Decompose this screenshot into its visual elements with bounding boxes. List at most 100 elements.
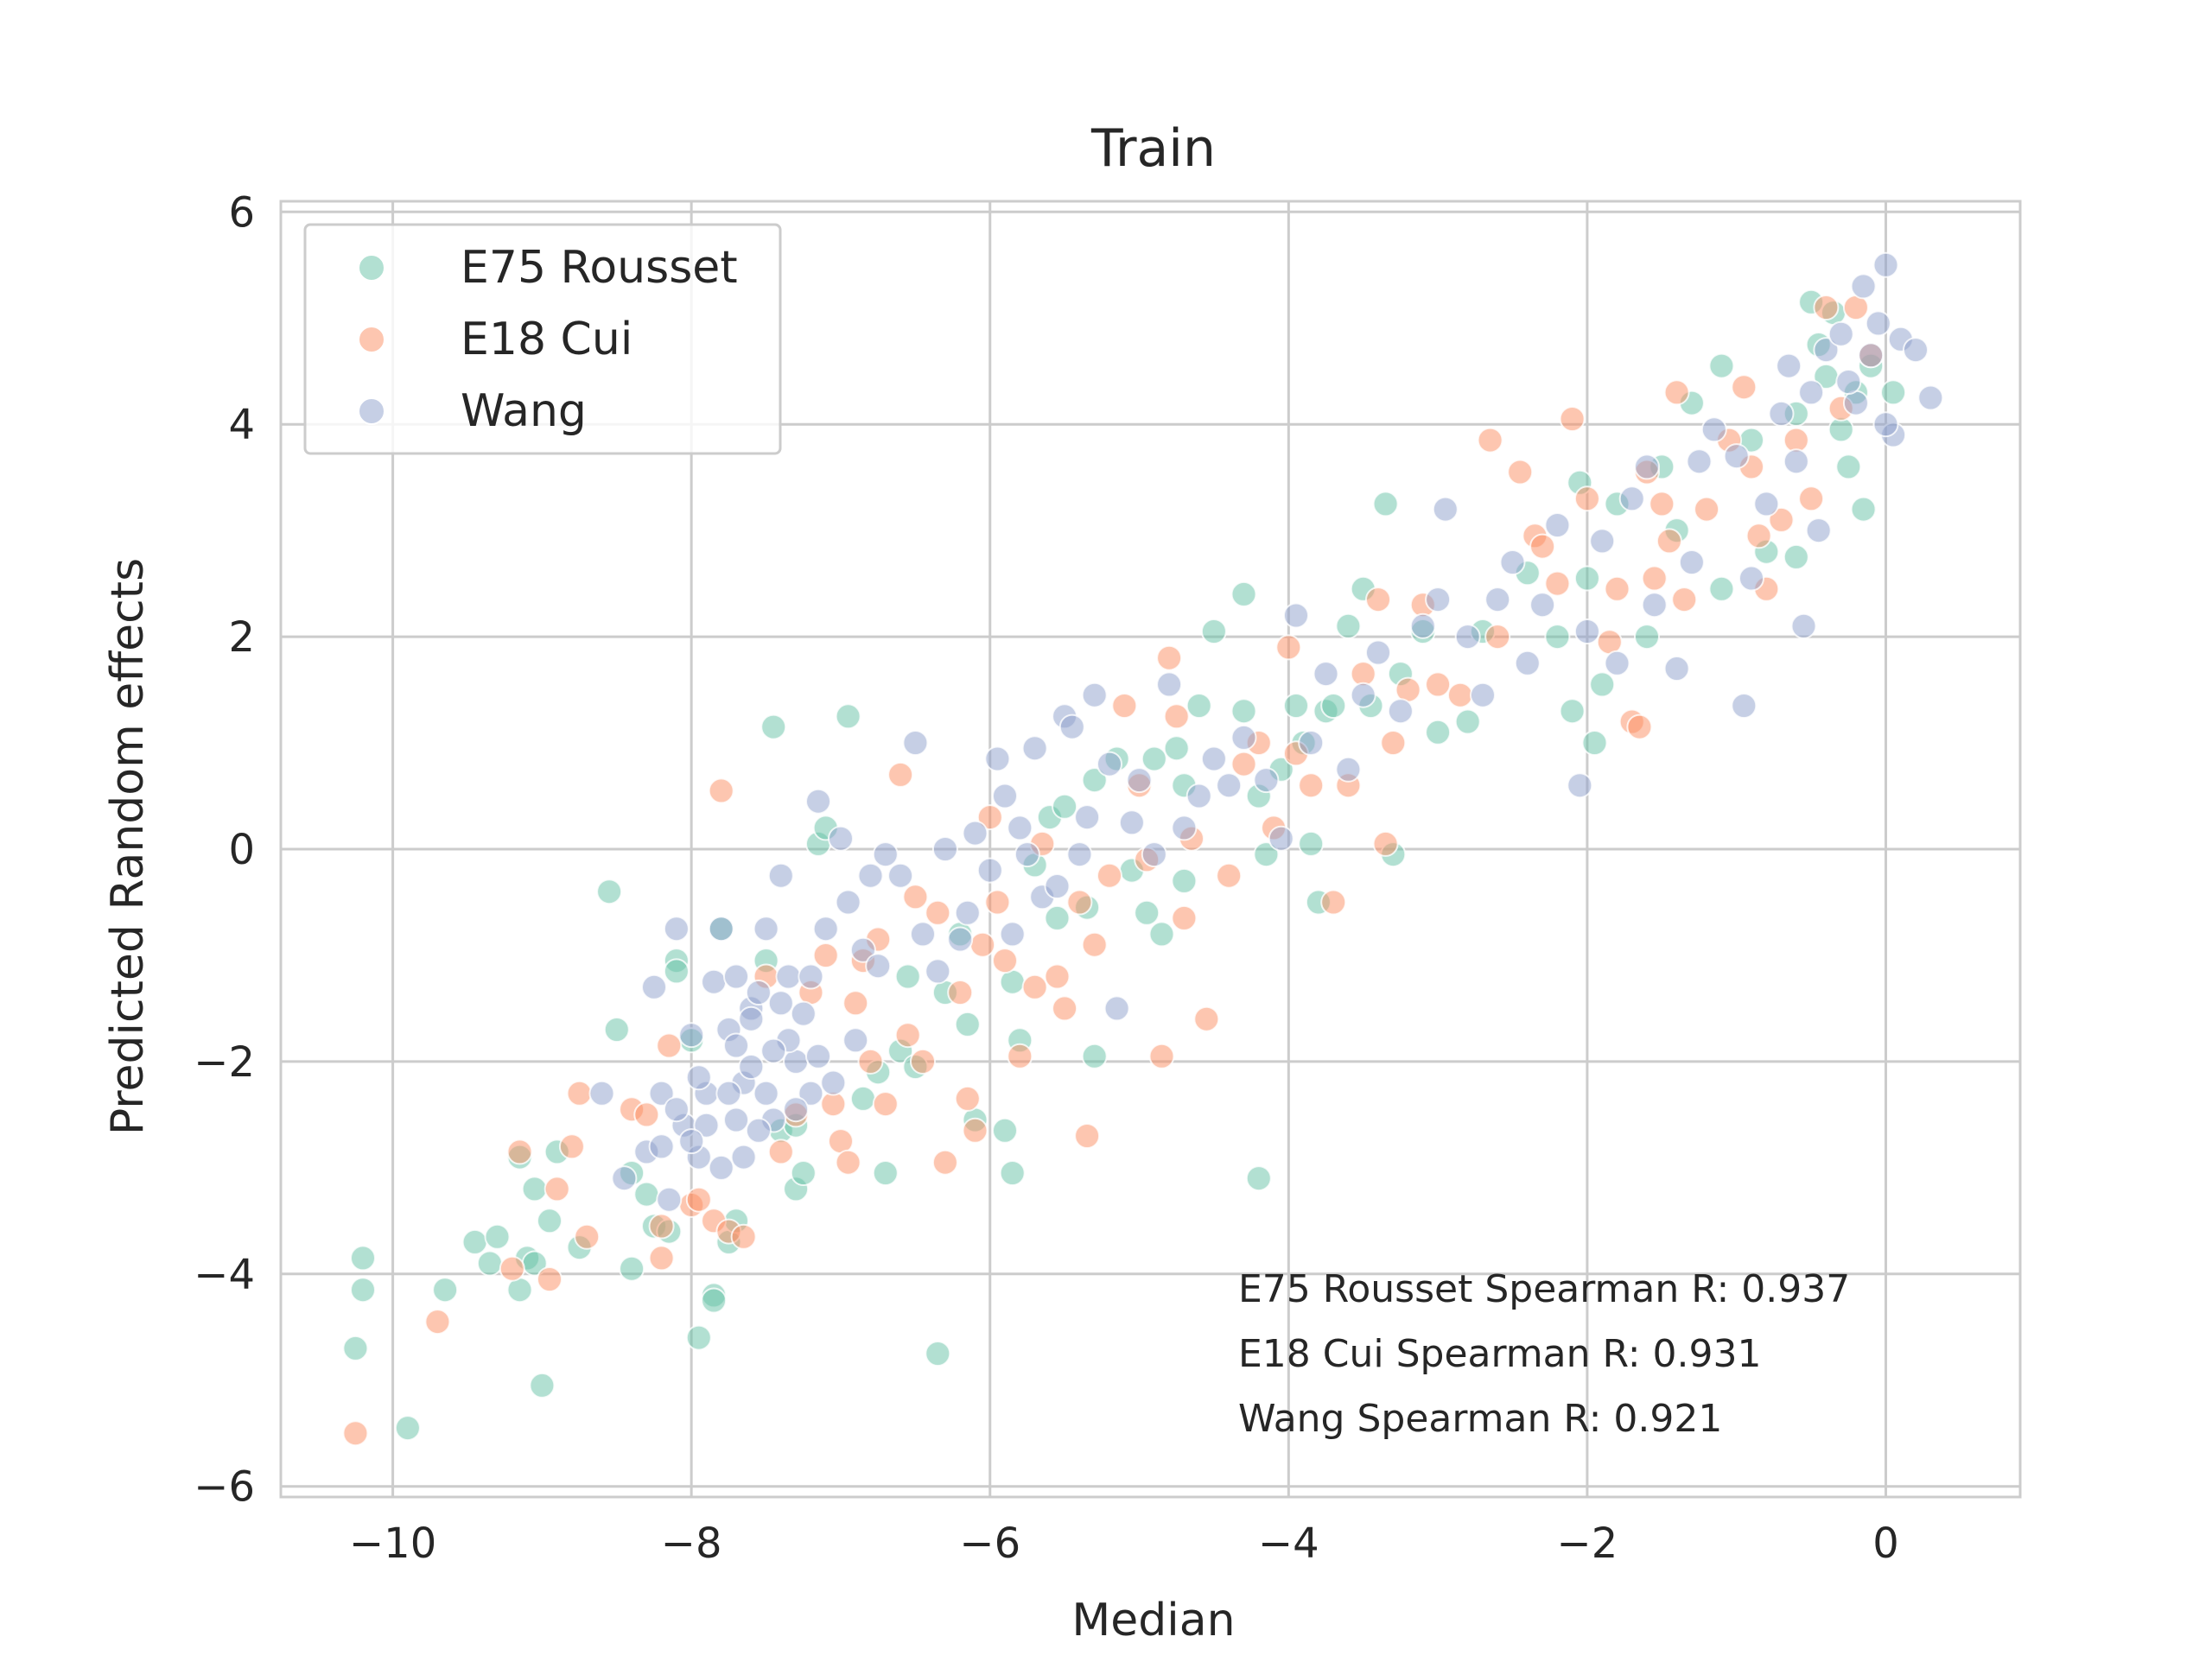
point-e18-cui bbox=[1573, 485, 1600, 512]
point-e18-cui bbox=[1656, 528, 1682, 555]
point-wang bbox=[663, 1096, 690, 1123]
point-e18-cui bbox=[1372, 830, 1399, 857]
point-e18-cui bbox=[708, 777, 734, 804]
point-e18-cui bbox=[1066, 889, 1093, 916]
point-wang bbox=[1641, 592, 1668, 618]
point-e75-rousset bbox=[790, 1160, 817, 1186]
annotation-wang: Wang Spearman R: 0.921 bbox=[1238, 1397, 1722, 1441]
point-e18-cui bbox=[1477, 427, 1503, 454]
point-e75-rousset bbox=[1253, 841, 1280, 868]
point-e75-rousset bbox=[1850, 496, 1877, 523]
point-e75-rousset bbox=[760, 714, 787, 740]
point-wang bbox=[1872, 411, 1899, 438]
point-wang bbox=[1573, 618, 1600, 644]
point-e18-cui bbox=[1216, 862, 1243, 889]
point-e18-cui bbox=[1484, 624, 1511, 650]
point-e75-rousset bbox=[999, 1160, 1026, 1186]
point-wang bbox=[1790, 612, 1817, 639]
point-wang bbox=[1835, 369, 1862, 395]
point-wang bbox=[723, 1032, 749, 1059]
point-wang bbox=[693, 1112, 720, 1139]
point-wang bbox=[1141, 841, 1167, 868]
point-e18-cui bbox=[1148, 1043, 1175, 1069]
point-e75-rousset bbox=[925, 1341, 951, 1367]
point-e75-rousset bbox=[1559, 698, 1586, 725]
point-wang bbox=[1768, 400, 1795, 427]
x-axis-label: Median bbox=[1071, 1595, 1235, 1646]
point-wang bbox=[1827, 320, 1854, 347]
point-e75-rousset bbox=[1454, 708, 1481, 735]
point-e18-cui bbox=[730, 1223, 757, 1250]
point-e18-cui bbox=[1626, 714, 1653, 740]
point-wang bbox=[1776, 352, 1802, 379]
y-axis-ticks: −6 −4 −2 0 2 4 6 bbox=[194, 188, 255, 1511]
point-e18-cui bbox=[1156, 644, 1183, 671]
point-e18-cui bbox=[1365, 587, 1391, 613]
point-wang bbox=[775, 963, 802, 990]
point-e18-cui bbox=[1096, 862, 1122, 889]
annotation-e75-rousset: E75 Rousset Spearman R: 0.937 bbox=[1238, 1267, 1850, 1311]
point-e18-cui bbox=[1529, 533, 1556, 560]
point-wang bbox=[835, 889, 861, 916]
point-e18-cui bbox=[1081, 931, 1108, 958]
point-wang bbox=[1731, 693, 1758, 719]
point-e18-cui bbox=[835, 1149, 861, 1176]
point-wang bbox=[678, 1022, 705, 1049]
point-wang bbox=[738, 1005, 765, 1032]
point-e75-rousset bbox=[1230, 698, 1257, 725]
y-tick-label: 0 bbox=[228, 826, 255, 874]
point-wang bbox=[753, 916, 779, 942]
legend-marker-e18-cui bbox=[358, 326, 385, 353]
point-wang bbox=[611, 1165, 638, 1192]
point-e75-rousset bbox=[619, 1255, 645, 1282]
series-wang bbox=[588, 251, 1944, 1213]
point-e75-rousset bbox=[1134, 899, 1160, 926]
point-wang bbox=[1283, 602, 1309, 629]
point-wang bbox=[1544, 512, 1571, 538]
point-wang bbox=[1865, 310, 1891, 337]
point-e75-rousset bbox=[835, 703, 861, 730]
point-e18-cui bbox=[633, 1101, 660, 1128]
point-e18-cui bbox=[1507, 459, 1534, 485]
point-e18-cui bbox=[656, 1032, 683, 1059]
point-wang bbox=[701, 968, 728, 995]
point-e75-rousset bbox=[1171, 867, 1198, 894]
point-e18-cui bbox=[1298, 772, 1325, 799]
x-tick-label: −6 bbox=[959, 1519, 1020, 1568]
point-wang bbox=[1723, 443, 1750, 470]
point-e18-cui bbox=[1163, 703, 1190, 730]
point-e18-cui bbox=[887, 761, 914, 788]
point-e75-rousset bbox=[1573, 565, 1600, 592]
point-wang bbox=[760, 1037, 787, 1064]
point-e18-cui bbox=[574, 1223, 601, 1250]
point-e18-cui bbox=[648, 1245, 675, 1272]
point-e18-cui bbox=[1275, 634, 1302, 661]
point-wang bbox=[663, 916, 690, 942]
point-e75-rousset bbox=[1634, 624, 1660, 650]
point-wang bbox=[1103, 995, 1130, 1022]
point-e75-rousset bbox=[1372, 491, 1399, 517]
point-wang bbox=[1171, 815, 1198, 841]
point-wang bbox=[730, 1144, 757, 1170]
legend-marker-wang bbox=[358, 397, 385, 425]
point-wang bbox=[1313, 661, 1339, 688]
x-tick-label: −8 bbox=[661, 1519, 722, 1568]
point-e75-rousset bbox=[1052, 793, 1078, 820]
point-e75-rousset bbox=[603, 1017, 630, 1043]
point-wang bbox=[708, 1154, 734, 1181]
point-wang bbox=[715, 1080, 742, 1107]
point-e75-rousset bbox=[1320, 693, 1347, 719]
point-e75-rousset bbox=[663, 958, 690, 985]
point-e75-rousset bbox=[1148, 921, 1175, 948]
point-e75-rousset bbox=[1425, 719, 1452, 745]
point-e75-rousset bbox=[1245, 1165, 1272, 1192]
y-tick-label: 4 bbox=[228, 401, 255, 449]
point-wang bbox=[1074, 804, 1101, 831]
point-wang bbox=[1230, 724, 1257, 751]
x-tick-label: −4 bbox=[1258, 1519, 1319, 1568]
point-wang bbox=[1753, 491, 1780, 517]
point-e18-cui bbox=[342, 1420, 369, 1447]
point-wang bbox=[1529, 592, 1556, 618]
point-wang bbox=[931, 836, 958, 862]
point-wang bbox=[1409, 612, 1436, 639]
